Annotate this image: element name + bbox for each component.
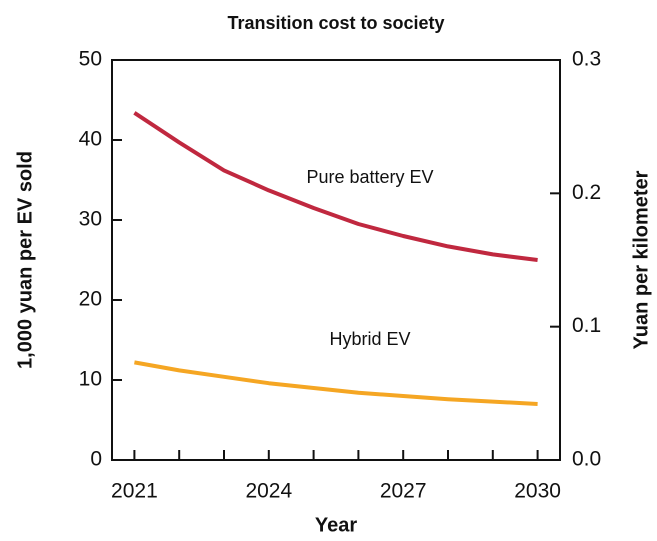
y-axis-title: 1,000 yuan per EV sold	[14, 151, 36, 369]
y-tick-label: 50	[79, 48, 102, 71]
y-tick-label: 40	[79, 128, 102, 151]
y-tick-label: 20	[79, 288, 102, 311]
x-tick-label: 2030	[514, 480, 561, 503]
x-tick-label: 2024	[245, 480, 292, 503]
y2-tick-label: 0.1	[572, 314, 601, 337]
x-tick-label: 2027	[380, 480, 427, 503]
line	[133, 111, 538, 262]
y2-tick-label: 0.3	[572, 48, 601, 71]
y-tick-label: 0	[90, 448, 102, 471]
y-tick-label: 10	[79, 368, 102, 391]
plot-frame	[111, 59, 561, 461]
y2-tick-label: 0.0	[572, 448, 601, 471]
x-axis-title: Year	[315, 514, 357, 536]
chart-title: Transition cost to society	[227, 13, 444, 33]
y2-tick-label: 0.2	[572, 181, 601, 204]
series-label: Hybrid EV	[329, 329, 410, 349]
line	[134, 360, 538, 406]
x-tick-label: 2021	[111, 480, 158, 503]
y-tick-label: 30	[79, 208, 102, 231]
series-label: Pure battery EV	[306, 167, 433, 187]
y2-axis-title: Yuan per kilometer	[630, 170, 652, 349]
